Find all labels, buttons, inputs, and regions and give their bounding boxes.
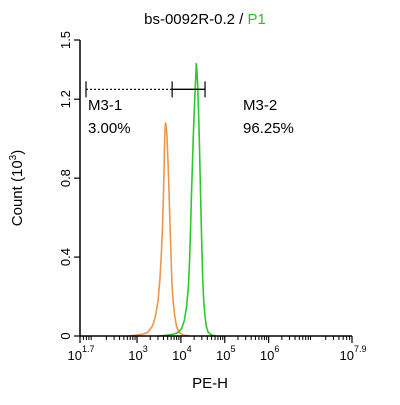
x-tick-label: 105: [216, 344, 235, 363]
gate-markers: M3-1 3.00% M3-2 96.25%: [85, 81, 294, 137]
y-tick-label: 0: [58, 332, 73, 339]
x-tick-exponent: 1.7: [82, 344, 95, 354]
chart-title-gate: P1: [248, 11, 266, 28]
y-axis-label-prefix: Count (10: [9, 160, 26, 226]
y-tick-label: 1.5: [58, 31, 73, 49]
marker-m3-1-label: M3-1: [88, 97, 122, 114]
y-axis-label: Count (103): [8, 150, 26, 226]
x-tick-base: 10: [216, 348, 230, 363]
x-tick-base: 10: [68, 348, 82, 363]
chart-title-sample: bs-0092R-0.2: [144, 11, 235, 28]
marker-m3-2-label: M3-2: [243, 97, 277, 114]
marker-m3-1-percent: 3.00%: [88, 120, 131, 137]
x-tick-label: 103: [128, 344, 147, 363]
x-axis-label: PE-H: [192, 375, 228, 392]
control-histogram-line: [128, 122, 190, 337]
y-axis-label-exponent: 3: [8, 154, 19, 160]
x-tick-label: 106: [260, 344, 279, 363]
chart-title: bs-0092R-0.2 / P1: [144, 11, 266, 28]
x-tick-base: 10: [172, 348, 186, 363]
histogram-series: [128, 62, 217, 337]
y-tick-label: 0.4: [58, 248, 73, 266]
y-axis-label-suffix: ): [9, 150, 26, 155]
x-tick-exponent: 5: [231, 344, 236, 354]
marker-m3-2-percent: 96.25%: [243, 120, 294, 137]
x-tick-label: 107.9: [340, 344, 367, 363]
y-tick-label: 1.2: [58, 90, 73, 108]
x-tick-base: 10: [340, 348, 354, 363]
x-axis-ticks: 101.7 103 104 105 106 107.9: [68, 336, 367, 363]
x-tick-base: 10: [128, 348, 142, 363]
x-tick-label: 104: [172, 344, 191, 363]
y-axis-ticks: 0 0.4 0.8 1.2 1.5: [58, 31, 80, 340]
x-tick-base: 10: [260, 348, 274, 363]
x-tick-exponent: 4: [187, 344, 192, 354]
x-tick-exponent: 7.9: [354, 344, 367, 354]
x-tick-exponent: 3: [143, 344, 148, 354]
chart-title-separator: /: [235, 11, 248, 28]
sample-histogram-line: [158, 62, 217, 337]
x-tick-exponent: 6: [274, 344, 279, 354]
y-tick-label: 0.8: [58, 169, 73, 187]
x-tick-label: 101.7: [68, 344, 95, 363]
